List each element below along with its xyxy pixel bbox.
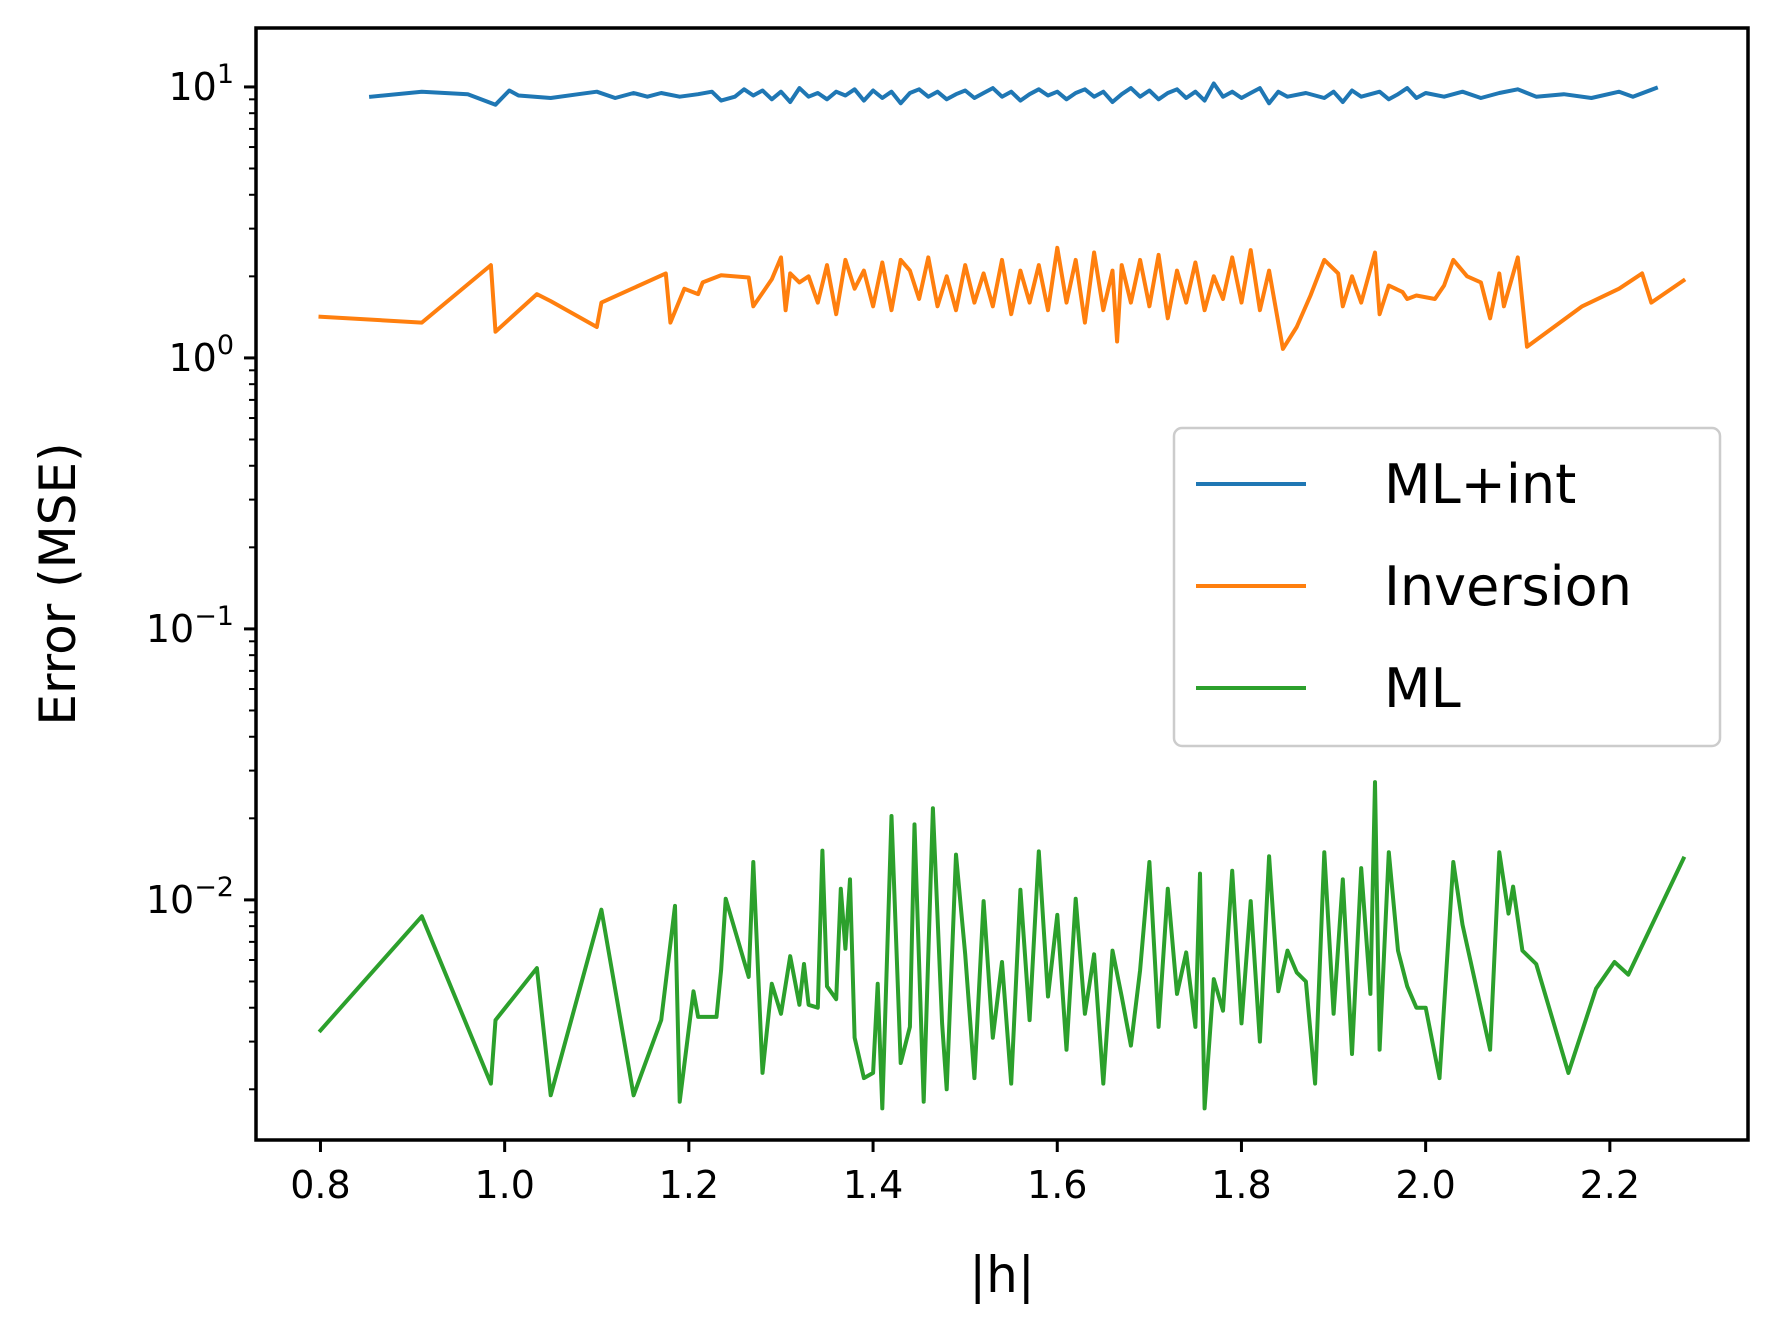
y-axis-label: Error (MSE) [29,442,87,725]
x-tick-label: 1.8 [1211,1163,1271,1207]
series-layer [317,81,1687,1111]
legend: ML+int Inversion ML [1172,426,1722,748]
legend-box [1172,426,1722,748]
x-tick-label: 1.0 [474,1163,534,1207]
plot-frame [254,26,1750,1142]
series-line-inversion [318,245,1687,351]
x-axis-ticks: 0.8 1.0 1.2 1.4 1.6 1.8 2.0 2.2 [290,1140,1640,1207]
legend-label: ML+int [1384,453,1576,516]
x-tick-label: 1.4 [843,1163,903,1207]
x-tick-label: 2.2 [1580,1163,1640,1207]
legend-label: Inversion [1384,555,1632,618]
legend-label: ML [1384,657,1461,720]
x-tick-label: 2.0 [1395,1163,1455,1207]
y-tick-label: 10−2 [146,872,234,922]
y-axis-ticks: 101 100 10−1 10−2 [146,59,256,1091]
x-tick-label: 0.8 [290,1163,350,1207]
x-tick-label: 1.2 [659,1163,719,1207]
series-line-ml [317,780,1687,1111]
x-tick-label: 1.6 [1027,1163,1087,1207]
x-axis-label: |h| [969,1246,1034,1304]
series-line-ml-int [368,81,1659,107]
y-tick-label: 10−1 [146,601,234,651]
legend-entries: ML+int Inversion ML [1196,453,1632,720]
y-tick-label: 100 [168,330,234,380]
y-tick-label: 101 [168,59,234,109]
